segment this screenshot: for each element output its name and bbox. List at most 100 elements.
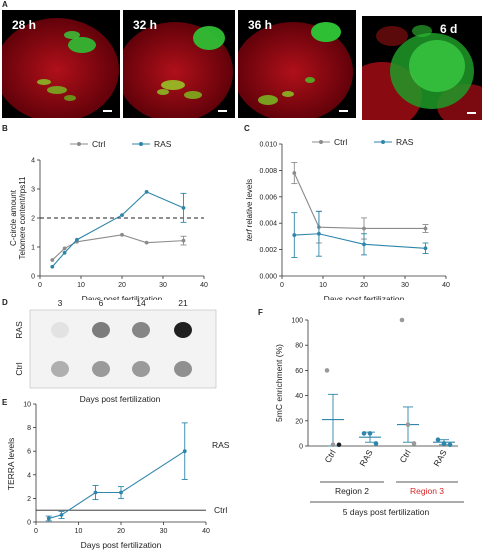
x-tick-label: 20	[360, 282, 368, 289]
data-point	[405, 422, 411, 427]
x-tick-label: 30	[159, 282, 167, 289]
data-point-ctrl	[120, 232, 124, 237]
panel-label-a: A	[2, 0, 8, 9]
y-tick-label: 0	[31, 274, 35, 281]
data-point-ras	[93, 490, 98, 495]
data-point-ras	[46, 516, 51, 521]
data-point-ras	[120, 213, 124, 217]
data-point	[435, 437, 441, 442]
timepoint-label-32h: 32 h	[133, 18, 158, 32]
series-line-ras	[51, 191, 184, 268]
x-axis-label: Days post fertilization	[81, 540, 162, 550]
data-point	[361, 431, 367, 436]
y-tick-label: 0.006	[259, 194, 277, 201]
blot-dot	[92, 361, 110, 377]
scale-bar	[339, 110, 348, 112]
data-point	[324, 368, 330, 373]
data-point-ctrl	[181, 238, 186, 243]
panel-b-chart: 0 10 20 30 40 0 1 2 3 4 Days post fertilization Ctr…	[9, 139, 208, 300]
blot-dot	[132, 361, 150, 377]
micrograph-28h: 28 h	[2, 10, 120, 118]
region-label: Region 3	[410, 486, 444, 496]
y-tick-label: 10	[23, 402, 31, 409]
x-axis-label: Days post fertilization	[82, 294, 163, 300]
blot-dot	[174, 322, 192, 338]
y-tick-label: 6	[27, 449, 31, 456]
y-tick-label: 0	[27, 520, 31, 527]
data-point-ctrl	[144, 240, 149, 245]
timepoint-label-28h: 28 h	[12, 18, 37, 32]
y-tick-label: 8	[27, 425, 31, 432]
y-tick-label: 0.010	[259, 142, 277, 149]
y-axis-label: terf relative levels	[245, 179, 254, 241]
y-axis-label-gene: terf	[245, 229, 254, 241]
series-line-ras	[294, 233, 426, 249]
category-label: Ctrl	[322, 448, 337, 465]
data-point-ras	[50, 264, 55, 269]
x-tick-label: 40	[442, 282, 450, 289]
legend-label-ras: RAS	[396, 137, 414, 147]
x-tick-label: 10	[75, 528, 83, 535]
y-tick-label: 0.000	[259, 274, 277, 281]
y-tick-label: 20	[295, 418, 303, 425]
data-point	[411, 441, 417, 446]
legend-marker	[139, 142, 143, 146]
y-tick-label: 1	[31, 245, 35, 252]
data-point-ctrl	[62, 246, 67, 251]
region-label: Region 2	[335, 486, 369, 496]
micrograph-32h: 32 h	[123, 10, 235, 118]
data-point-ras	[62, 250, 67, 255]
legend-marker	[319, 140, 323, 144]
category-label: Ctrl	[397, 448, 412, 465]
panel-label-e: E	[2, 398, 8, 407]
blot-dot	[51, 361, 69, 377]
micrograph-36h: 36 h	[238, 10, 356, 118]
series-label: RAS	[212, 440, 230, 450]
micrograph-image	[123, 22, 233, 118]
data-point-ras	[292, 233, 297, 237]
x-tick-label: 0	[280, 282, 284, 289]
y-tick-label: 80	[295, 343, 303, 350]
panel-label-f: F	[258, 308, 263, 317]
data-point-ctrl	[292, 171, 297, 175]
panel-f-chart: 0 20 40 60 80 100 5mC enrichment (%) Ctrl RAS Ctr…	[274, 317, 464, 517]
series-line-ras	[48, 450, 186, 519]
blot-row-label: RAS	[14, 321, 24, 339]
micrograph-image	[238, 22, 353, 118]
panel-c-chart: 0 10 20 30 40 0.000 0.002 0.004 0.006 0.008 0.010 D…	[245, 137, 450, 300]
data-point-ras	[59, 513, 64, 517]
data-point-ras	[423, 246, 428, 251]
blot-title: Days post fertilization	[80, 394, 161, 404]
data-point	[399, 317, 405, 323]
legend-label-ctrl: Ctrl	[334, 137, 347, 147]
data-point-ctrl	[423, 226, 428, 231]
y-tick-label: 3	[31, 187, 35, 194]
y-tick-label: 2	[27, 496, 31, 503]
y-tick-label: 4	[31, 158, 35, 165]
blot-column-label: 21	[178, 298, 188, 308]
y-axis-label: TERRA levels	[6, 438, 16, 490]
blot-row-label: Ctrl	[14, 362, 24, 375]
blot-dot	[132, 322, 150, 338]
x-tick-label: 20	[118, 282, 126, 289]
data-point	[373, 441, 379, 446]
panel-label-b: B	[2, 124, 8, 133]
micrograph-6d: 6 d	[362, 16, 482, 120]
x-tick-label: 40	[200, 282, 208, 289]
blot-dot	[51, 322, 69, 338]
y-tick-label: 100	[291, 318, 303, 325]
x-tick-label: 30	[160, 528, 168, 535]
scale-bar	[218, 110, 227, 112]
blot-column-label: 6	[99, 298, 104, 308]
panel-label-d: D	[2, 298, 8, 307]
timepoint-label-36h: 36 h	[248, 18, 273, 32]
category-label: RAS	[431, 448, 449, 468]
y-tick-label: 0.004	[259, 221, 277, 228]
blot-dot	[174, 361, 192, 377]
x-axis-label: 5 days post fertilization	[343, 507, 430, 517]
x-tick-label: 0	[38, 282, 42, 289]
scale-bar	[467, 112, 476, 114]
x-tick-label: 10	[319, 282, 327, 289]
blot-dot	[92, 322, 110, 338]
blot-column-label: 14	[136, 298, 146, 308]
